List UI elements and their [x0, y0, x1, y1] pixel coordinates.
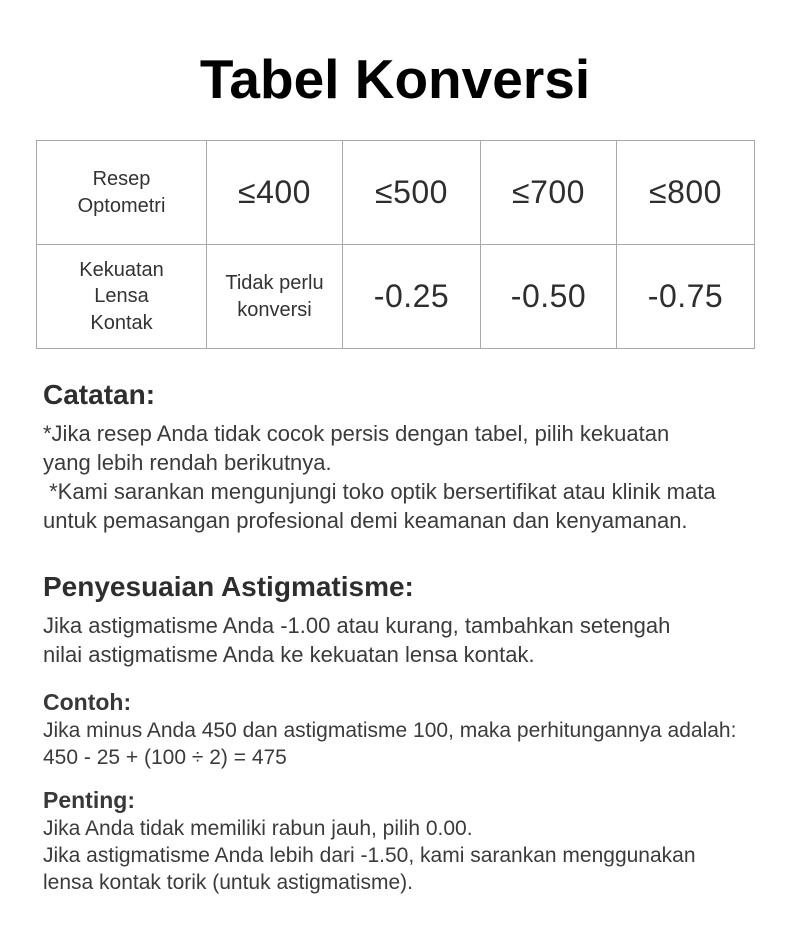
lens-power-value-2: -0.25 — [342, 244, 481, 349]
catatan-line-3: *Kami sarankan mengunjungi toko optik be… — [43, 479, 716, 504]
section-astigmatisme: Penyesuaian Astigmatisme: Jika astigmati… — [43, 571, 770, 669]
prescription-value-4: ≤800 — [616, 140, 755, 245]
lens-power-value-3: -0.50 — [480, 244, 617, 349]
table-row-lens-power: Kekuatan Lensa Kontak Tidak perlu konver… — [36, 244, 755, 349]
prescription-value-3: ≤700 — [480, 140, 617, 245]
conversion-infographic: Tabel Konversi Resep Optometri ≤400 ≤500… — [36, 48, 770, 896]
catatan-line-1: *Jika resep Anda tidak cocok persis deng… — [43, 421, 670, 446]
astigmatisme-line-1: Jika astigmatisme Anda -1.00 atau kurang… — [43, 613, 671, 638]
section-catatan: Catatan: *Jika resep Anda tidak cocok pe… — [43, 379, 770, 535]
astigmatisme-heading: Penyesuaian Astigmatisme: — [43, 571, 414, 602]
penting-line-1: Jika Anda tidak memiliki rabun jauh, pil… — [43, 817, 473, 840]
section-penting: Penting: Jika Anda tidak memiliki rabun … — [43, 787, 770, 896]
prescription-value-2: ≤500 — [342, 140, 481, 245]
lens-power-value-4: -0.75 — [616, 244, 755, 349]
table-row-prescription: Resep Optometri ≤400 ≤500 ≤700 ≤800 — [36, 140, 755, 245]
catatan-line-4: untuk pemasangan profesional demi keaman… — [43, 508, 688, 533]
lens-power-value-1: Tidak perlu konversi — [206, 244, 343, 349]
prescription-value-1: ≤400 — [206, 140, 343, 245]
contoh-line-2: 450 - 25 + (100 ÷ 2) = 475 — [43, 746, 287, 769]
conversion-table: Resep Optometri ≤400 ≤500 ≤700 ≤800 Keku… — [36, 140, 755, 349]
catatan-line-2: yang lebih rendah berikutnya. — [43, 450, 332, 475]
row-label-prescription: Resep Optometri — [36, 140, 207, 245]
penting-heading: Penting: — [43, 787, 135, 813]
section-contoh: Contoh: Jika minus Anda 450 dan astigmat… — [43, 689, 770, 771]
penting-line-2: Jika astigmatisme Anda lebih dari -1.50,… — [43, 844, 696, 867]
page-title: Tabel Konversi — [199, 48, 591, 110]
contoh-heading: Contoh: — [43, 689, 132, 715]
row-label-lens-power: Kekuatan Lensa Kontak — [36, 244, 207, 349]
astigmatisme-line-2: nilai astigmatisme Anda ke kekuatan lens… — [43, 642, 535, 667]
notes-content: Catatan: *Jika resep Anda tidak cocok pe… — [43, 379, 770, 896]
penting-line-3: lensa kontak torik (untuk astigmatisme). — [43, 871, 413, 894]
catatan-heading: Catatan: — [43, 379, 156, 410]
contoh-line-1: Jika minus Anda 450 dan astigmatisme 100… — [43, 719, 737, 742]
